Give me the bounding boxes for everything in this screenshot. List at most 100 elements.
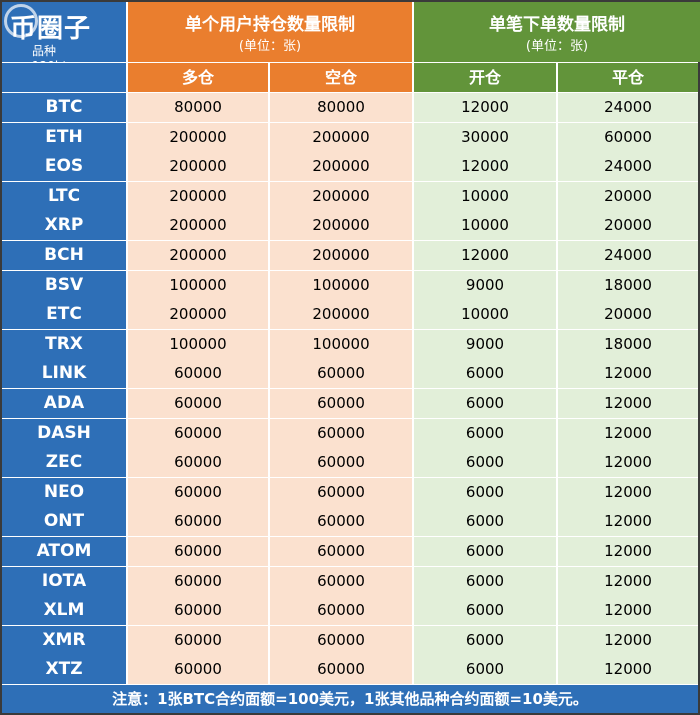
short-limit-cell: 200000: [270, 122, 412, 152]
open-limit-cell: 6000: [414, 537, 556, 566]
close-limit-cell: 12000: [558, 448, 698, 478]
close-limit-cell: 18000: [558, 329, 698, 359]
open-limit-cell: 30000: [414, 122, 556, 152]
open-limit-cell: 6000: [414, 625, 556, 655]
short-limit-cell: 60000: [270, 655, 412, 685]
close-limit-cell: 12000: [558, 566, 698, 596]
close-limit-cell: 18000: [558, 270, 698, 300]
table-row: NEO 60000 60000 6000 12000: [2, 477, 698, 507]
footer-note: 注意：1张BTC合约面额=100美元，1张其他品种合约面额=10美元。: [2, 685, 698, 713]
coin-name-cell: BSV: [2, 270, 126, 300]
short-limit-cell: 60000: [270, 507, 412, 537]
coin-name-cell: TRX: [2, 329, 126, 359]
close-limit-cell: 24000: [558, 93, 698, 122]
open-limit-cell: 6000: [414, 507, 556, 537]
close-limit-cell: 12000: [558, 596, 698, 626]
coin-name-cell: ATOM: [2, 537, 126, 566]
coin-name-cell: DASH: [2, 418, 126, 448]
long-limit-cell: 200000: [128, 152, 268, 182]
open-limit-cell: 9000: [414, 270, 556, 300]
close-limit-cell: 12000: [558, 389, 698, 418]
table-row: DASH 60000 60000 6000 12000: [2, 418, 698, 448]
close-limit-cell: 12000: [558, 625, 698, 655]
position-limit-unit: (单位：张): [238, 39, 302, 54]
open-limit-cell: 12000: [414, 93, 556, 122]
coin-name-cell: ADA: [2, 389, 126, 418]
long-limit-cell: 60000: [128, 537, 268, 566]
close-limit-cell: 20000: [558, 211, 698, 241]
long-limit-cell: 80000: [128, 93, 268, 122]
long-limit-cell: 60000: [128, 507, 268, 537]
table-row: ATOM 60000 60000 6000 12000: [2, 537, 698, 566]
long-limit-cell: 200000: [128, 211, 268, 241]
column-header-short: 空仓: [270, 63, 412, 92]
table-row: LINK 60000 60000 6000 12000: [2, 359, 698, 389]
close-limit-cell: 12000: [558, 418, 698, 448]
short-limit-cell: 60000: [270, 418, 412, 448]
coin-name-cell: BTC: [2, 93, 126, 122]
short-limit-cell: 60000: [270, 625, 412, 655]
short-limit-cell: 100000: [270, 329, 412, 359]
close-limit-cell: 24000: [558, 241, 698, 270]
table-row: EOS 200000 200000 12000 24000: [2, 152, 698, 182]
short-limit-cell: 60000: [270, 596, 412, 626]
table-row: XLM 60000 60000 6000 12000: [2, 596, 698, 626]
coin-name-cell: XTZ: [2, 655, 126, 685]
close-limit-cell: 12000: [558, 507, 698, 537]
short-limit-cell: 60000: [270, 566, 412, 596]
order-limit-unit: (单位：张): [525, 39, 589, 54]
open-limit-cell: 6000: [414, 477, 556, 507]
long-limit-cell: 60000: [128, 477, 268, 507]
open-limit-cell: 6000: [414, 596, 556, 626]
open-limit-cell: 6000: [414, 359, 556, 389]
coin-name-cell: XLM: [2, 596, 126, 626]
logo-cell: 币圈子 品种120btc.com: [2, 2, 126, 73]
coin-name-cell: LINK: [2, 359, 126, 389]
coin-name-cell: ETC: [2, 300, 126, 330]
open-limit-cell: 12000: [414, 241, 556, 270]
table-row: BTC 80000 80000 12000 24000: [2, 93, 698, 122]
order-limit-header: 单笔下单数量限制 (单位：张): [414, 2, 700, 62]
coin-name-cell: NEO: [2, 477, 126, 507]
logo-text: 币圈子: [10, 14, 92, 44]
position-limit-header: 单个用户持仓数量限制 (单位：张): [128, 2, 412, 62]
open-limit-cell: 6000: [414, 448, 556, 478]
open-limit-cell: 10000: [414, 300, 556, 330]
coin-name-cell: XMR: [2, 625, 126, 655]
table-row: TRX 100000 100000 9000 18000: [2, 329, 698, 359]
long-limit-cell: 200000: [128, 181, 268, 211]
close-limit-cell: 20000: [558, 300, 698, 330]
table-row: ETC 200000 200000 10000 20000: [2, 300, 698, 330]
logo-ring-icon: [4, 4, 38, 38]
close-limit-cell: 12000: [558, 537, 698, 566]
open-limit-cell: 6000: [414, 566, 556, 596]
close-limit-cell: 12000: [558, 477, 698, 507]
long-limit-cell: 60000: [128, 655, 268, 685]
table-row: ONT 60000 60000 6000 12000: [2, 507, 698, 537]
long-limit-cell: 100000: [128, 329, 268, 359]
long-limit-cell: 100000: [128, 270, 268, 300]
long-limit-cell: 60000: [128, 389, 268, 418]
coin-name-cell: EOS: [2, 152, 126, 182]
short-limit-cell: 60000: [270, 477, 412, 507]
column-header-close: 平仓: [558, 63, 698, 92]
short-limit-cell: 60000: [270, 537, 412, 566]
open-limit-cell: 9000: [414, 329, 556, 359]
short-limit-cell: 80000: [270, 93, 412, 122]
short-limit-cell: 200000: [270, 152, 412, 182]
coin-name-cell: ETH: [2, 122, 126, 152]
table-row: ETH 200000 200000 30000 60000: [2, 122, 698, 152]
open-limit-cell: 10000: [414, 211, 556, 241]
table-row: IOTA 60000 60000 6000 12000: [2, 566, 698, 596]
short-limit-cell: 200000: [270, 211, 412, 241]
short-limit-cell: 60000: [270, 359, 412, 389]
short-limit-cell: 200000: [270, 241, 412, 270]
long-limit-cell: 200000: [128, 300, 268, 330]
long-limit-cell: 200000: [128, 122, 268, 152]
close-limit-cell: 20000: [558, 181, 698, 211]
table-row: ZEC 60000 60000 6000 12000: [2, 448, 698, 478]
long-limit-cell: 60000: [128, 566, 268, 596]
short-limit-cell: 60000: [270, 389, 412, 418]
short-limit-cell: 60000: [270, 448, 412, 478]
